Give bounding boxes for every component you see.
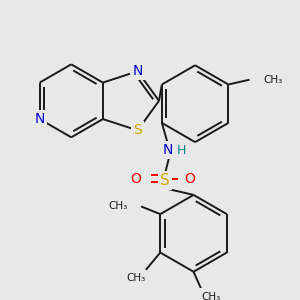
Text: CH₃: CH₃ bbox=[127, 272, 146, 283]
Text: CH₃: CH₃ bbox=[263, 75, 282, 85]
Text: O: O bbox=[130, 172, 141, 186]
Text: S: S bbox=[133, 123, 142, 137]
Text: N: N bbox=[162, 143, 173, 157]
Text: H: H bbox=[176, 144, 186, 157]
Text: N: N bbox=[132, 64, 143, 78]
Text: N: N bbox=[34, 112, 45, 126]
Text: S: S bbox=[160, 173, 169, 188]
Text: CH₃: CH₃ bbox=[201, 292, 220, 300]
Text: O: O bbox=[184, 172, 195, 186]
Text: CH₃: CH₃ bbox=[108, 202, 128, 212]
